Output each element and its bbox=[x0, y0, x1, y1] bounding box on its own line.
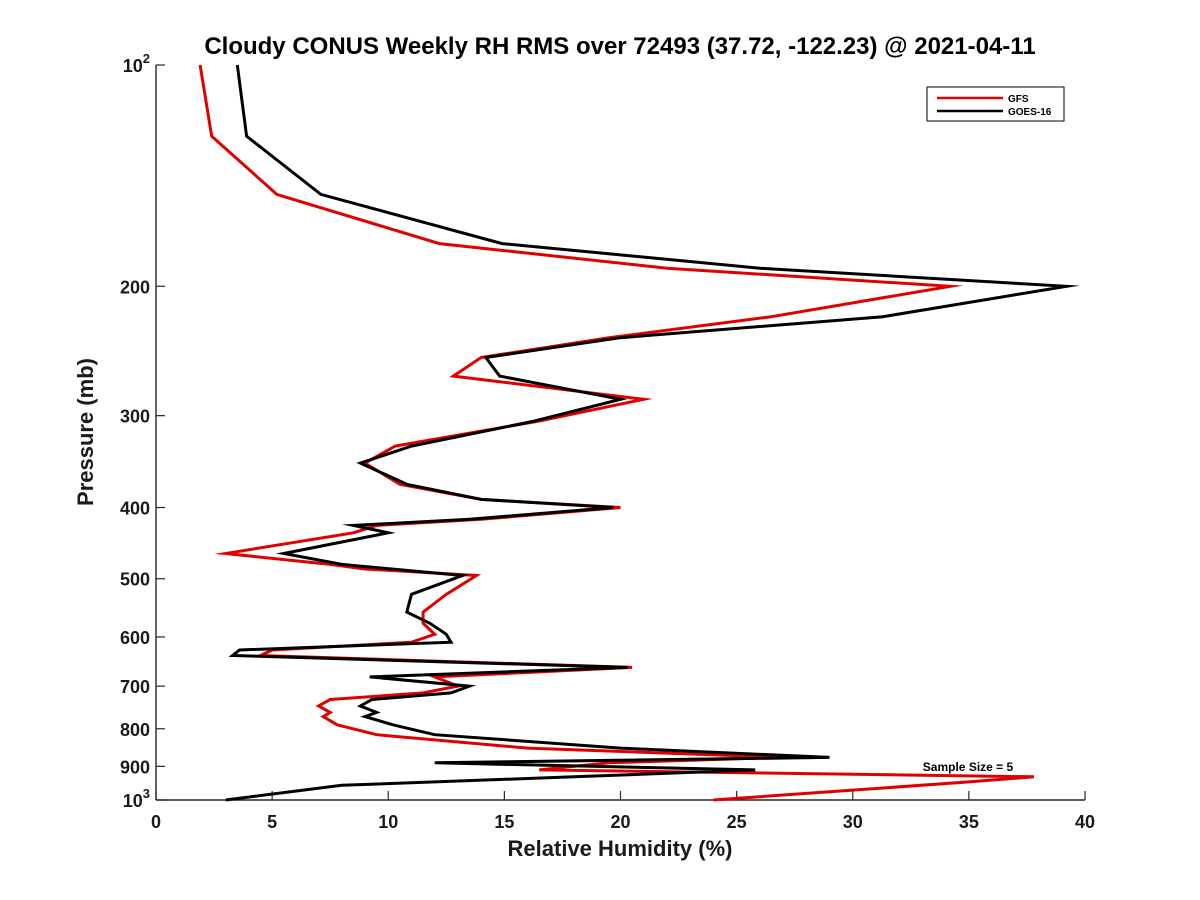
x-axis-label: Relative Humidity (%) bbox=[508, 836, 733, 861]
x-tick-label: 0 bbox=[151, 812, 161, 832]
series-layer bbox=[198, 64, 1080, 802]
y-tick-label-exponent: 2 bbox=[143, 51, 150, 66]
legend-label: GOES-16 bbox=[1008, 107, 1052, 118]
y-tick-label-base: 700 bbox=[120, 677, 150, 697]
y-tick-label: 103 bbox=[123, 786, 150, 811]
legend-box bbox=[926, 86, 1065, 122]
y-tick-label: 400 bbox=[120, 499, 150, 519]
series-line-gfs bbox=[198, 64, 1035, 802]
y-tick-label: 600 bbox=[120, 628, 150, 648]
chart-title: Cloudy CONUS Weekly RH RMS over 72493 (3… bbox=[204, 33, 1035, 60]
x-ticks: 0 5 10 15 20 25 30 35 40 bbox=[151, 791, 1095, 832]
x-tick-label: 35 bbox=[959, 812, 979, 832]
y-tick-label-exponent: 3 bbox=[143, 786, 150, 801]
y-tick-label-base: 10 bbox=[123, 791, 143, 811]
series-line-goes-16 bbox=[225, 64, 1080, 802]
y-tick-label-base: 500 bbox=[120, 570, 150, 590]
x-tick-label: 30 bbox=[843, 812, 863, 832]
y-tick-label-base: 900 bbox=[120, 757, 150, 777]
x-tick-label: 25 bbox=[727, 812, 747, 832]
y-tick-label-base: 600 bbox=[120, 628, 150, 648]
legend-label: GFS bbox=[1008, 94, 1029, 105]
x-tick-label: 20 bbox=[610, 812, 630, 832]
x-tick-label: 5 bbox=[267, 812, 277, 832]
sample-size-annotation: Sample Size = 5 bbox=[923, 760, 1014, 774]
y-tick-label: 500 bbox=[120, 570, 150, 590]
y-tick-label: 700 bbox=[120, 677, 150, 697]
y-tick-label: 900 bbox=[120, 757, 150, 777]
x-tick-label: 40 bbox=[1075, 812, 1095, 832]
y-tick-label: 300 bbox=[120, 407, 150, 427]
legend: GFS GOES-16 bbox=[926, 86, 1065, 122]
y-tick-label: 200 bbox=[120, 277, 150, 297]
y-tick-label-base: 10 bbox=[123, 56, 143, 76]
y-tick-label-base: 400 bbox=[120, 499, 150, 519]
x-tick-label: 15 bbox=[494, 812, 514, 832]
x-tick-label: 10 bbox=[378, 812, 398, 832]
y-axis-label: Pressure (mb) bbox=[73, 358, 98, 506]
y-tick-label-base: 200 bbox=[120, 277, 150, 297]
y-tick-label: 102 bbox=[123, 51, 150, 76]
y-tick-label-base: 300 bbox=[120, 407, 150, 427]
y-tick-label-base: 800 bbox=[120, 720, 150, 740]
y-tick-label: 800 bbox=[120, 720, 150, 740]
